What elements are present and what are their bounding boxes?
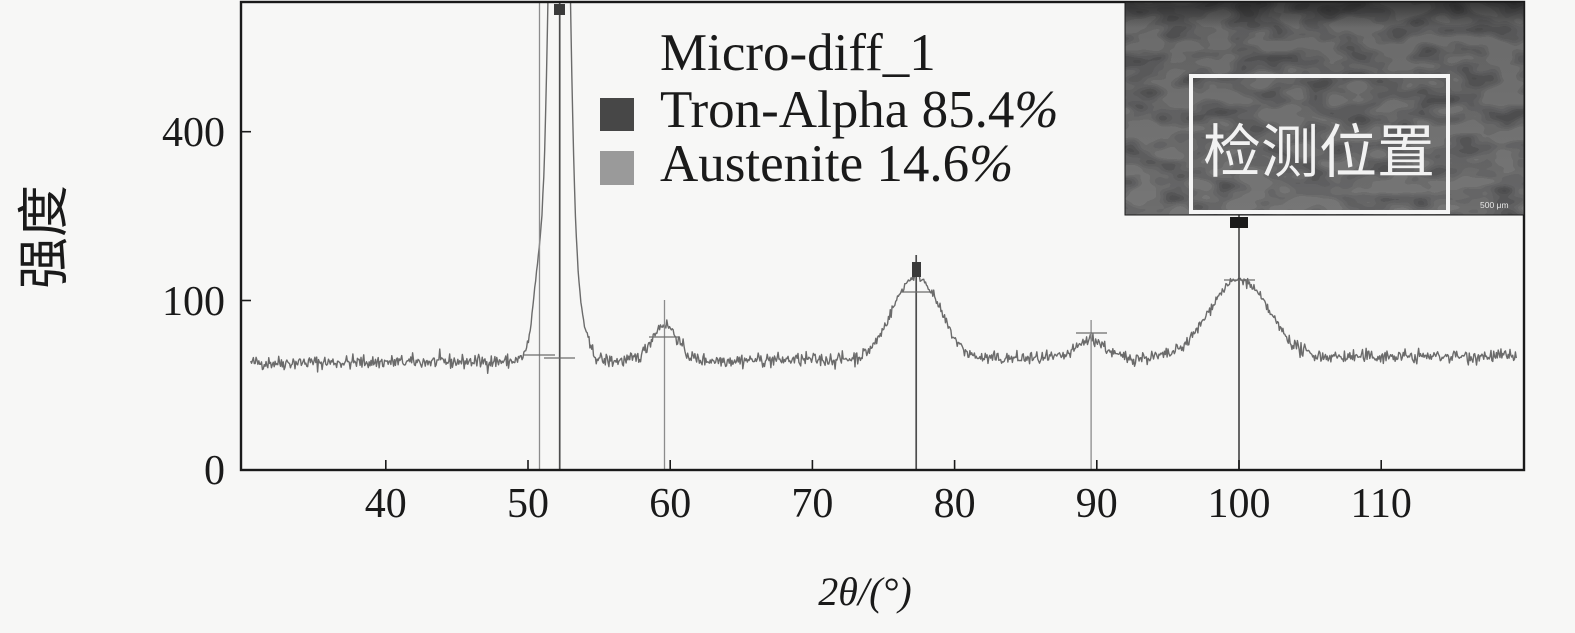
svg-text:50: 50 xyxy=(507,481,549,527)
svg-text:110: 110 xyxy=(1350,481,1411,527)
svg-text:检测位置: 检测位置 xyxy=(1203,120,1435,185)
svg-text:80: 80 xyxy=(934,481,976,527)
svg-text:0: 0 xyxy=(204,448,225,494)
svg-text:500 μm: 500 μm xyxy=(1480,200,1509,210)
svg-text:Austenite 14.6%: Austenite 14.6% xyxy=(660,135,1013,193)
svg-text:100: 100 xyxy=(1208,481,1271,527)
svg-text:Micro-diff_1: Micro-diff_1 xyxy=(660,24,936,82)
svg-text:Tron-Alpha 85.4%: Tron-Alpha 85.4% xyxy=(660,81,1059,139)
svg-text:强度: 强度 xyxy=(17,185,74,289)
svg-text:40: 40 xyxy=(365,481,407,527)
svg-text:70: 70 xyxy=(791,481,833,527)
svg-text:60: 60 xyxy=(649,481,691,527)
svg-text:90: 90 xyxy=(1076,481,1118,527)
svg-text:100: 100 xyxy=(162,279,225,325)
svg-text:2θ/(°): 2θ/(°) xyxy=(818,569,911,614)
svg-text:400: 400 xyxy=(162,110,225,156)
